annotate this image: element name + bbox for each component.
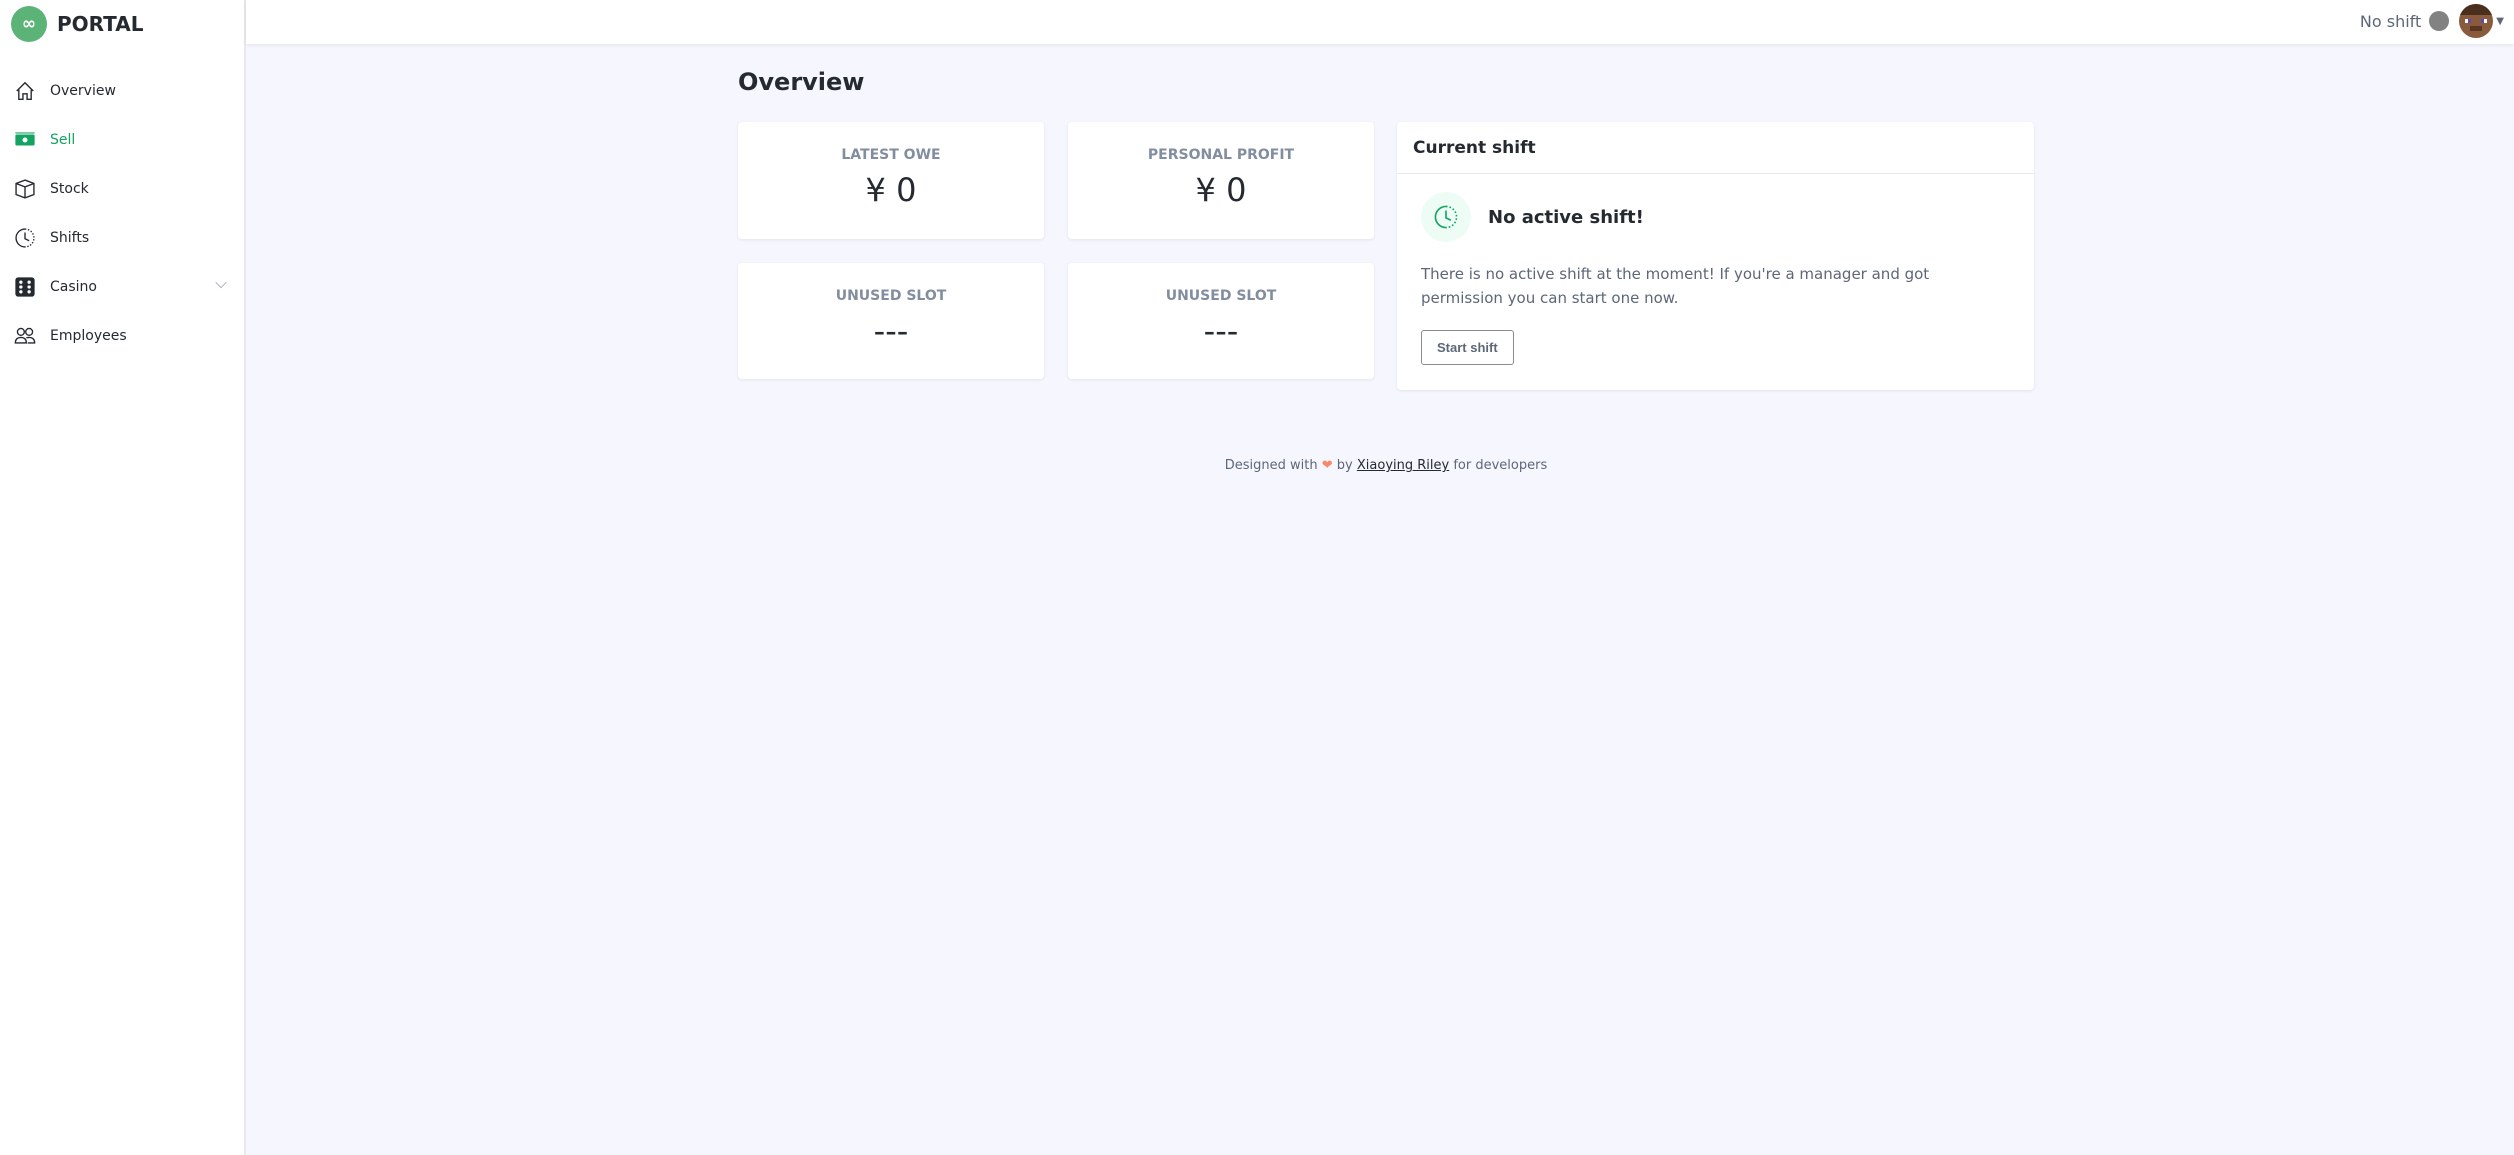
sidebar-item-label: Overview	[50, 82, 116, 99]
no-active-shift-heading: No active shift!	[1488, 206, 1644, 228]
sidebar-item-label: Employees	[50, 327, 127, 344]
chevron-down-icon[interactable]	[214, 278, 228, 292]
footer: Designed with ❤ by Xiaoying Riley for de…	[1224, 458, 1548, 473]
cash-icon	[15, 131, 35, 145]
people-icon	[14, 327, 36, 344]
dice-icon	[15, 276, 35, 297]
stat-value: ¥ 0	[865, 171, 917, 209]
clock-icon	[15, 227, 35, 248]
sidebar-nav: Overview Sell Stock Shifts Casino Employ…	[0, 66, 244, 360]
stat-value: ¥ 0	[1195, 171, 1247, 209]
box-icon	[15, 178, 35, 199]
shift-status-text: No shift	[2359, 11, 2422, 31]
clock-icon	[1421, 192, 1471, 242]
stat-label: LATEST OWE	[841, 147, 941, 163]
sidebar-item-label: Shifts	[50, 229, 90, 246]
shift-description: There is no active shift at the moment! …	[1421, 265, 1930, 307]
stat-label: PERSONAL PROFIT	[1147, 147, 1295, 163]
avatar[interactable]	[2459, 4, 2494, 38]
card-title: Current shift	[1397, 122, 2034, 174]
sidebar-item-casino[interactable]: Casino	[0, 262, 244, 311]
stat-value: ---	[873, 312, 909, 350]
stat-value: ---	[1203, 312, 1239, 350]
logo-icon: ∞	[11, 6, 47, 42]
sidebar-item-overview[interactable]: Overview	[0, 66, 244, 115]
stat-label: UNUSED SLOT	[1165, 288, 1277, 304]
current-shift-card: Current shift No active shift! There is …	[1397, 122, 2034, 390]
stat-card-unused-slot: UNUSED SLOT ---	[738, 263, 1044, 379]
page-title: Overview	[738, 68, 865, 96]
sidebar-item-label: Sell	[50, 131, 76, 148]
logo[interactable]: ∞ PORTAL	[11, 6, 143, 42]
sidebar-item-stock[interactable]: Stock	[0, 164, 244, 213]
heart-icon: ❤	[1321, 458, 1333, 473]
sidebar-item-sell[interactable]: Sell	[0, 115, 244, 164]
stat-card-personal-profit: PERSONAL PROFIT ¥ 0	[1068, 122, 1374, 239]
sidebar-item-shifts[interactable]: Shifts	[0, 213, 244, 262]
sidebar-item-label: Casino	[50, 278, 97, 295]
stat-card-latest-owe: LATEST OWE ¥ 0	[738, 122, 1044, 239]
top-header: No shift ▼	[246, 0, 2514, 44]
stat-label: UNUSED SLOT	[835, 288, 947, 304]
start-shift-button[interactable]: Start shift	[1421, 330, 1514, 365]
sidebar: ∞ PORTAL Overview Sell Stock Shifts Casi…	[0, 0, 246, 1155]
sidebar-item-employees[interactable]: Employees	[0, 311, 244, 360]
stat-card-unused-slot: UNUSED SLOT ---	[1068, 263, 1374, 379]
sidebar-item-label: Stock	[50, 180, 89, 197]
caret-down-icon[interactable]: ▼	[2496, 15, 2504, 27]
shift-status-dot	[2429, 11, 2450, 31]
author-link[interactable]: Xiaoying Riley	[1356, 458, 1450, 473]
brand-name: PORTAL	[57, 12, 144, 36]
home-icon	[16, 81, 34, 100]
